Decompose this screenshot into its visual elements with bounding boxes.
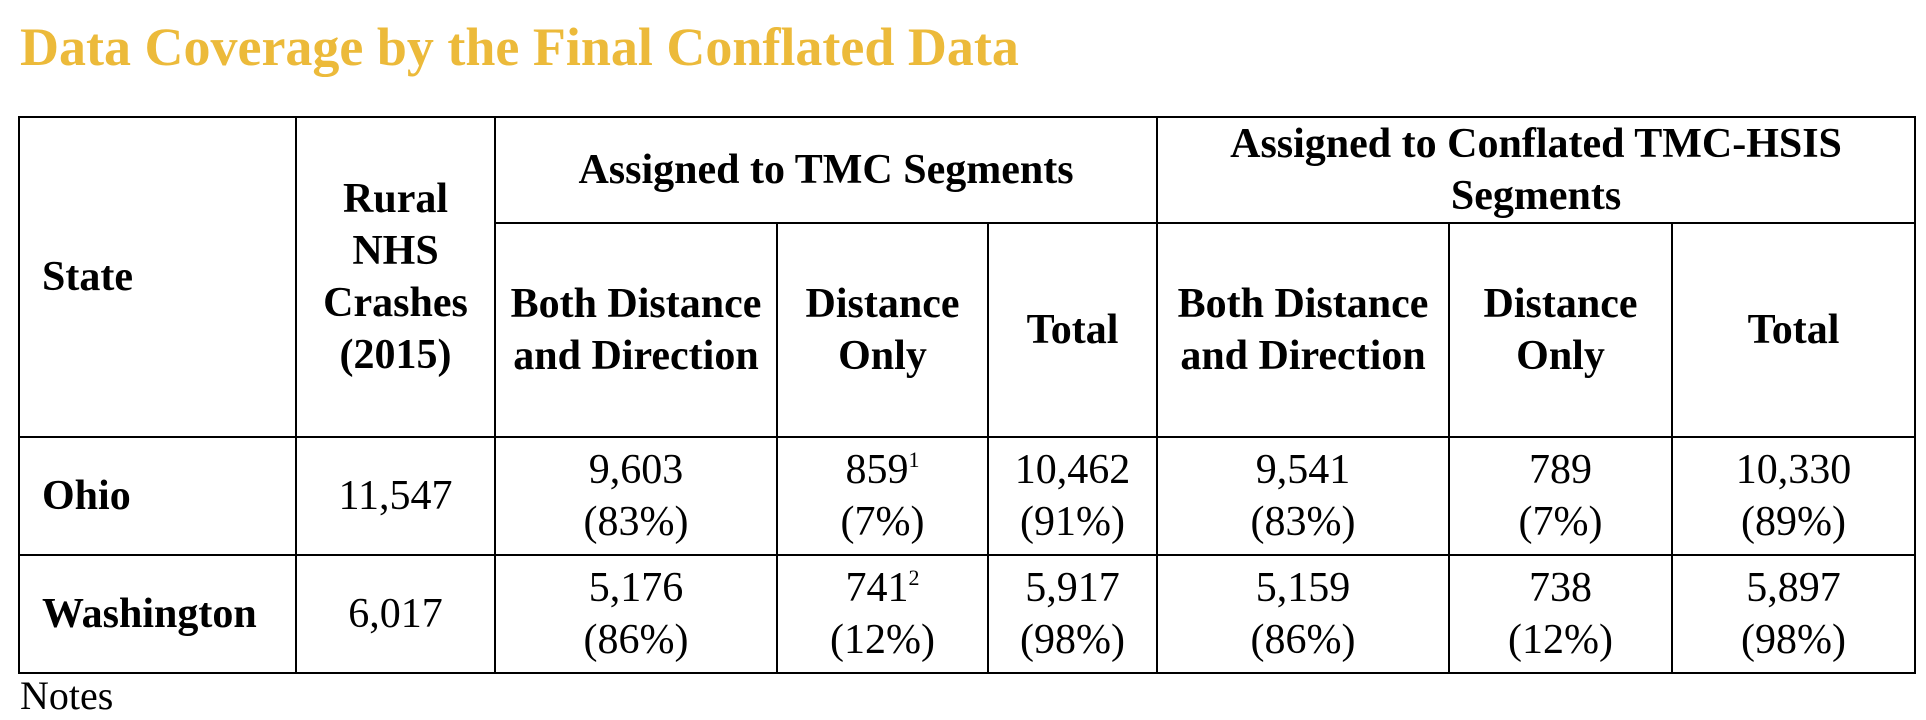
tmc-distance-only-cell: 8591 (7%) (776, 436, 989, 556)
footnote-marker: 1 (908, 447, 920, 472)
conflated-both-header: Both Distance and Direction (1156, 222, 1451, 438)
tmc-both-percent: (86%) (583, 617, 689, 663)
conflated-distance-only-percent: (12%) (1508, 617, 1613, 663)
conflated-distance-only-cell: 789 (7%) (1448, 436, 1674, 556)
conflated-both-value: 5,159 (1255, 565, 1351, 611)
conflated-distance-only-cell: 738 (12%) (1448, 554, 1674, 674)
conflated-both-percent: (86%) (1250, 617, 1356, 663)
conflated-total-percent: (89%) (1741, 499, 1846, 545)
tmc-distance-only-percent: (12%) (830, 617, 935, 663)
header-group-row: State Rural NHS Crashes (2015) Assigned … (18, 116, 1917, 438)
tmc-both-header: Both Distance and Direction (494, 222, 778, 438)
crashes-cell: 11,547 (295, 436, 496, 556)
conflated-both-cell: 5,159 (86%) (1156, 554, 1451, 674)
tmc-total-cell: 10,462 (91%) (986, 436, 1159, 556)
conflated-both-percent: (83%) (1250, 499, 1356, 545)
conflated-distance-only-value: 789 (1529, 447, 1593, 493)
conflated-total-value: 5,897 (1746, 565, 1841, 611)
conflated-distance-only-value: 738 (1529, 565, 1593, 611)
tmc-group-header: Assigned to TMC Segments (493, 116, 1159, 224)
conflated-total-header: Total (1671, 222, 1917, 438)
conflated-distance-only-percent: (7%) (1518, 499, 1603, 545)
conflated-total-value: 10,330 (1735, 447, 1852, 493)
tmc-distance-only-value-line: 7412 (782, 562, 983, 614)
conflated-total-cell: 5,897 (98%) (1671, 554, 1917, 674)
tmc-total-percent: (91%) (1020, 499, 1125, 545)
conflated-both-value: 9,541 (1255, 447, 1351, 493)
tmc-total-percent: (98%) (1020, 617, 1125, 663)
footnote-marker: 2 (908, 565, 920, 590)
state-header: State (18, 116, 297, 438)
conflated-distance-only-header: Distance Only (1448, 222, 1674, 438)
tmc-distance-only-header: Distance Only (776, 222, 989, 438)
conflated-group-header: Assigned to Conflated TMC-HSIS Segments (1156, 116, 1917, 224)
tmc-total-value: 10,462 (1014, 447, 1131, 493)
tmc-both-value: 5,176 (588, 565, 684, 611)
tmc-distance-only-percent: (7%) (840, 499, 925, 545)
crashes-cell: 6,017 (295, 554, 496, 674)
notes-label: Notes (20, 673, 114, 718)
tmc-both-value: 9,603 (588, 447, 684, 493)
table-row-washington: Washington 6,017 5,176 (86%) 7412 (12%) … (18, 554, 1917, 674)
table-row-ohio: Ohio 11,547 9,603 (83%) 8591 (7%) 10,462… (18, 436, 1917, 556)
conflated-both-cell: 9,541 (83%) (1156, 436, 1451, 556)
data-coverage-table: State Rural NHS Crashes (2015) Assigned … (18, 116, 1917, 674)
tmc-both-cell: 9,603 (83%) (494, 436, 778, 556)
header-sub-row: Both Distance and Direction Distance Onl… (19, 222, 1917, 438)
tmc-both-cell: 5,176 (86%) (494, 554, 778, 674)
tmc-total-value: 5,917 (1025, 565, 1120, 611)
page-title: Data Coverage by the Final Conflated Dat… (20, 17, 1019, 77)
state-cell: Washington (18, 554, 297, 674)
state-cell: Ohio (18, 436, 297, 556)
tmc-distance-only-value-line: 8591 (782, 444, 983, 496)
crashes-header: Rural NHS Crashes (2015) (295, 116, 496, 438)
tmc-distance-only-value: 859 (845, 447, 909, 493)
conflated-total-percent: (98%) (1741, 617, 1846, 663)
tmc-distance-only-cell: 7412 (12%) (776, 554, 989, 674)
tmc-total-cell: 5,917 (98%) (986, 554, 1159, 674)
conflated-total-cell: 10,330 (89%) (1671, 436, 1917, 556)
tmc-total-header: Total (986, 222, 1159, 438)
tmc-both-percent: (83%) (583, 499, 689, 545)
tmc-distance-only-value: 741 (845, 565, 909, 611)
